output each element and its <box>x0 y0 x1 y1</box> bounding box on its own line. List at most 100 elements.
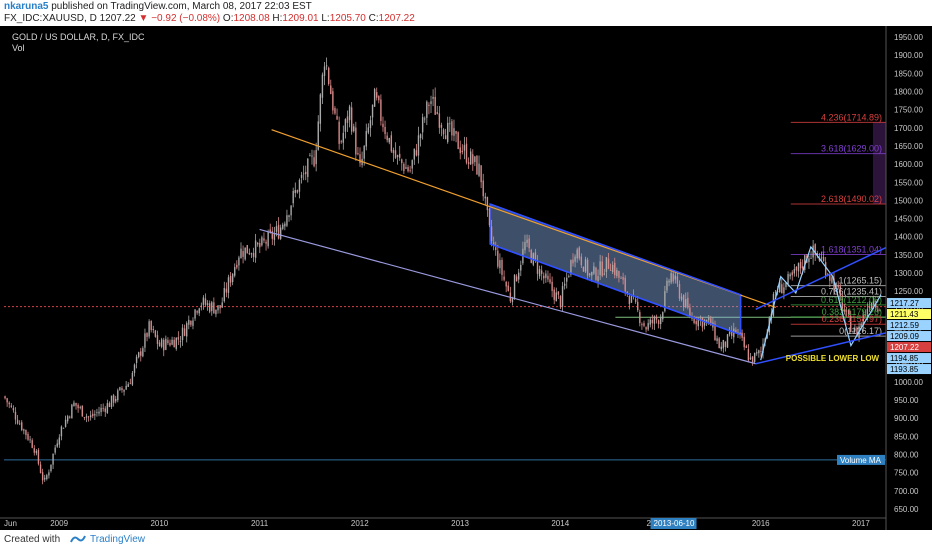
candle-body <box>75 402 77 406</box>
candle-body <box>774 292 777 294</box>
candle-body <box>545 273 547 278</box>
candle-body <box>41 472 44 481</box>
candle-body <box>211 302 213 311</box>
candle-body <box>407 167 409 172</box>
candle-body <box>843 309 846 313</box>
candle-body <box>701 317 704 328</box>
y-tick-label: 700.00 <box>894 487 919 496</box>
candle-body <box>495 247 497 251</box>
candle-body <box>831 277 833 283</box>
candle-body <box>71 404 73 419</box>
candle-body <box>234 267 236 276</box>
candle-body <box>693 317 695 323</box>
candle-body <box>12 408 15 411</box>
candle-body <box>766 333 768 339</box>
fib-level-label: 1(1265.15) <box>838 276 882 286</box>
candle-body <box>783 287 785 294</box>
candle-body <box>317 121 319 150</box>
y-tick-label: 650.00 <box>894 505 919 514</box>
price-badge <box>887 298 931 309</box>
candle-body <box>363 145 365 159</box>
candle-body <box>248 253 251 255</box>
candle-body <box>641 324 643 325</box>
candle-body <box>259 243 261 248</box>
wave-projection <box>760 245 882 361</box>
candle-body <box>714 323 716 341</box>
candle-body <box>160 339 163 347</box>
candle-body <box>123 389 125 392</box>
candle-body <box>357 153 359 155</box>
author-link[interactable]: nkaruna5 <box>4 1 49 12</box>
candle-body <box>659 317 662 325</box>
candle-body <box>536 260 539 274</box>
price-badge <box>887 364 931 375</box>
candle-body <box>29 439 31 441</box>
candle-body <box>144 333 146 348</box>
volume-ma-label: Volume MA <box>840 456 882 465</box>
candle-body <box>58 437 61 445</box>
candle-body <box>480 165 482 183</box>
candle-body <box>277 224 280 239</box>
chart-area[interactable]: 4.236(1714.89) 3.618(1629.00) 2.618(1490.0… <box>0 26 932 530</box>
candle-body <box>651 319 654 324</box>
candle-body <box>645 327 647 330</box>
high-value: 1209.01 <box>282 13 319 24</box>
candle-body <box>133 364 136 373</box>
candle-body <box>745 346 748 348</box>
candle-body <box>801 266 804 269</box>
candle-body <box>240 248 242 259</box>
candle-body <box>415 150 418 156</box>
candle-body <box>8 402 10 405</box>
x-tick-label: Jun <box>4 519 17 528</box>
candle-body <box>789 274 791 277</box>
candle-body <box>371 104 374 118</box>
crosshair-date-label: 2013-06-10 <box>654 519 695 528</box>
candle-body <box>342 132 345 143</box>
candle-body <box>54 447 56 453</box>
y-tick-label: 1800.00 <box>894 88 923 97</box>
candle-body <box>181 327 184 341</box>
candle-body <box>388 137 390 143</box>
candle-body <box>591 272 593 276</box>
price-badge-label: 1194.85 <box>890 354 919 363</box>
tradingview-link[interactable]: TradingView <box>90 534 146 545</box>
candle-body <box>622 277 624 280</box>
candle-body <box>87 416 90 418</box>
candle-body <box>854 328 856 331</box>
channel-upper-line <box>489 203 741 296</box>
y-tick-label: 800.00 <box>894 450 919 459</box>
publish-line: nkaruna5 published on TradingView.com, M… <box>4 1 312 12</box>
candle-body <box>313 157 315 167</box>
candle-body <box>252 253 255 257</box>
candle-body <box>559 295 562 308</box>
candle-body <box>169 342 171 346</box>
candle-body <box>864 314 867 316</box>
x-tick-label: 2010 <box>150 519 168 528</box>
candle-body <box>628 296 631 305</box>
candle-body <box>814 244 816 255</box>
price-badge <box>887 331 931 342</box>
candle-body <box>367 127 370 133</box>
candle-body <box>453 128 455 136</box>
candle-body <box>804 255 806 270</box>
fib-level-label: 0.618(1212.06) <box>821 295 882 305</box>
candle-body <box>382 123 384 128</box>
candle-body <box>505 282 507 287</box>
candle-body <box>618 271 620 278</box>
candle-body <box>254 240 257 258</box>
candle-body <box>743 336 745 348</box>
y-tick-label: 1650.00 <box>894 142 923 151</box>
candle-body <box>609 270 612 271</box>
candle-body <box>672 273 674 282</box>
price-chart[interactable]: 4.236(1714.89) 3.618(1629.00) 2.618(1490.0… <box>0 26 932 530</box>
candle-body <box>175 337 177 349</box>
candle-body <box>741 332 743 338</box>
candle-body <box>344 119 347 132</box>
candle-body <box>227 277 230 293</box>
close-label: C: <box>368 13 379 24</box>
candle-body <box>6 398 8 403</box>
candle-body <box>620 277 622 279</box>
candle-body <box>852 331 854 333</box>
fib-level-label: 4.236(1714.89) <box>821 112 882 122</box>
candle-body <box>359 154 361 164</box>
